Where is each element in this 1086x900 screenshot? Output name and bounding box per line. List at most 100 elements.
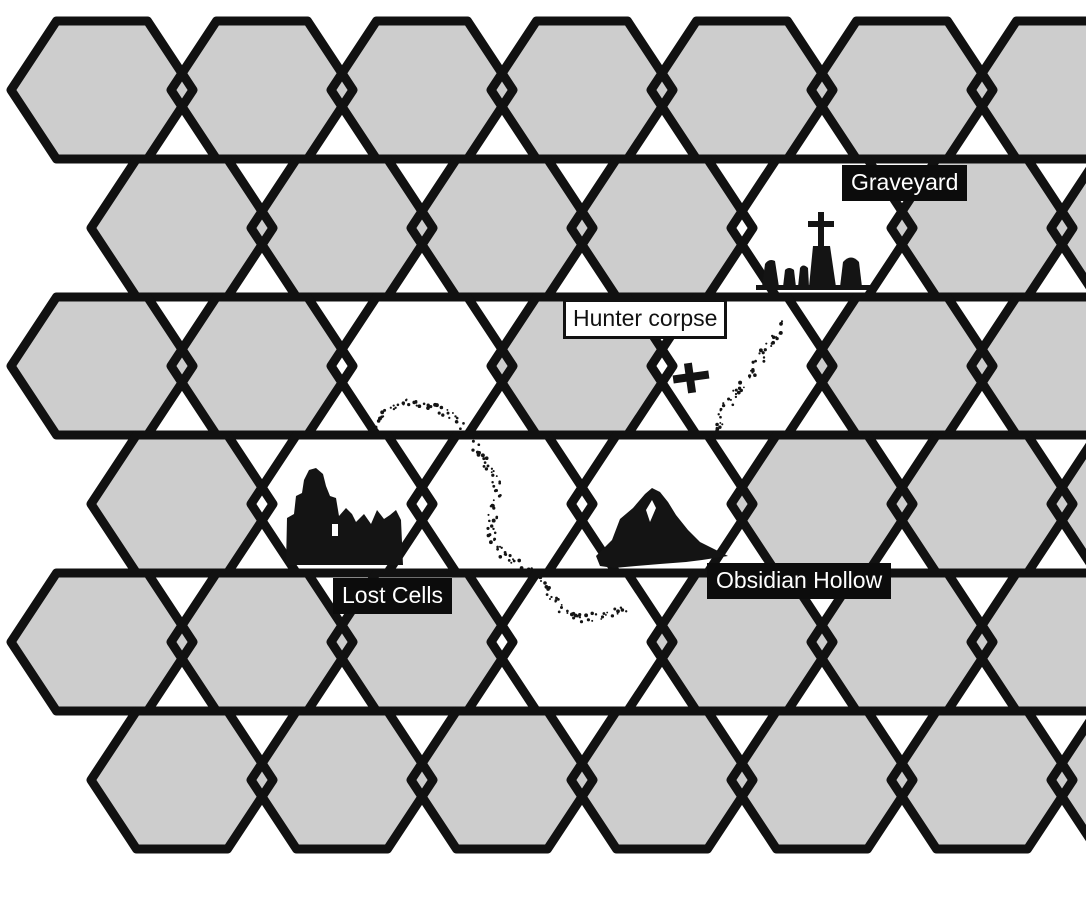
hex-tile-unexplored	[91, 435, 273, 573]
hex-tile-unexplored	[811, 21, 993, 159]
trail-dot	[441, 413, 445, 417]
trail-dot	[715, 427, 720, 431]
trail-dot	[483, 461, 487, 464]
trail-dot	[548, 597, 552, 601]
trail-dot	[498, 555, 503, 559]
trail-dot	[394, 406, 397, 409]
trail-dot	[492, 506, 496, 510]
trail-dot	[613, 607, 617, 611]
trail-dot	[437, 411, 441, 415]
trail-dot	[737, 386, 742, 390]
trail-dot	[480, 453, 485, 458]
trail-dot	[731, 403, 735, 407]
trail-dot	[491, 481, 494, 484]
trail-dot	[557, 610, 561, 614]
trail-dot	[727, 397, 731, 401]
trail-dot	[396, 403, 400, 407]
trail-dot	[486, 526, 490, 530]
cross-marker-icon	[672, 362, 710, 394]
trail-dot	[486, 533, 491, 538]
trail-dot	[389, 406, 392, 409]
trail-dot	[578, 616, 582, 619]
trail-dot	[718, 425, 722, 429]
trail-dot	[736, 390, 741, 395]
trail-dot	[448, 416, 451, 420]
trail-dot	[401, 401, 406, 405]
hex-border	[886, 706, 1078, 854]
trail-dot	[508, 554, 512, 558]
trail-dot	[495, 488, 497, 491]
hex-tile-revealed	[411, 435, 593, 573]
hex-tile-unexplored	[251, 159, 433, 297]
trail-dot	[557, 598, 560, 601]
trail-dot	[487, 513, 490, 516]
hex-tile-unexplored	[11, 21, 193, 159]
trail-dot	[753, 373, 757, 377]
hex-tile-unexplored	[11, 297, 193, 435]
trail-dot	[492, 484, 496, 488]
trail-dot	[742, 386, 745, 389]
trail-dot	[492, 527, 495, 531]
trail-dot	[407, 402, 411, 407]
trail-dot	[462, 422, 465, 425]
location-label-graveyard: Graveyard	[842, 165, 968, 201]
trail-dot	[454, 415, 457, 418]
trail-dot	[392, 404, 395, 407]
trail-dot	[715, 422, 719, 427]
trail-dot	[415, 401, 418, 404]
trail-dot	[429, 405, 433, 409]
location-label-lost-cells: Lost Cells	[333, 578, 452, 614]
hex-tile-unexplored	[251, 711, 433, 849]
hex-tile-unexplored	[971, 297, 1086, 435]
trail-dot	[417, 404, 422, 409]
trail-dot	[734, 395, 738, 399]
trail-dot	[434, 403, 439, 408]
trail-dot	[758, 352, 761, 355]
trail-dot	[482, 457, 486, 461]
hex-border	[6, 568, 198, 716]
trail-dot	[456, 421, 459, 424]
trail-dot	[512, 558, 514, 561]
hex-tile-unexplored	[571, 711, 753, 849]
trail-dot	[775, 336, 779, 341]
trail-dot	[586, 618, 591, 622]
trail-dot	[751, 367, 755, 372]
mountain-icon	[596, 488, 728, 568]
hex-border	[86, 706, 278, 854]
trail-dot	[616, 612, 619, 615]
hex-border	[6, 16, 198, 164]
trail-dot	[560, 603, 563, 606]
trail-dot	[484, 467, 489, 471]
graveyard-icon	[756, 212, 870, 290]
hex-tile-revealed	[491, 573, 673, 711]
trail-dot	[496, 545, 499, 549]
trail-dot	[517, 558, 522, 563]
trail-dot	[578, 613, 582, 617]
trail-dot	[422, 402, 426, 406]
trail-dot	[762, 356, 766, 359]
ruins-icon	[286, 468, 403, 565]
trail-dot	[488, 519, 491, 523]
trail-dot	[507, 559, 511, 562]
location-label-hunter-corpse: Hunter corpse	[563, 299, 728, 339]
trail-dot	[471, 439, 475, 443]
trail-dot	[719, 415, 722, 419]
trail-dot	[455, 416, 459, 420]
trail-dot	[778, 332, 781, 335]
hex-tile-unexplored	[971, 21, 1086, 159]
trail-dot	[738, 380, 743, 385]
trail-dot	[566, 609, 569, 613]
trail-dot	[510, 561, 513, 564]
trail-dot	[771, 334, 774, 338]
trail-dot	[496, 547, 499, 551]
trail-dot	[606, 611, 609, 614]
trail-dot	[594, 613, 598, 616]
trail-dot	[493, 531, 497, 535]
trail-dot	[498, 480, 501, 483]
trail-dot	[512, 559, 516, 563]
trail-dot	[490, 524, 494, 528]
trail-dot	[751, 360, 755, 364]
trail-dot	[719, 421, 722, 424]
trail-dot	[492, 499, 495, 502]
